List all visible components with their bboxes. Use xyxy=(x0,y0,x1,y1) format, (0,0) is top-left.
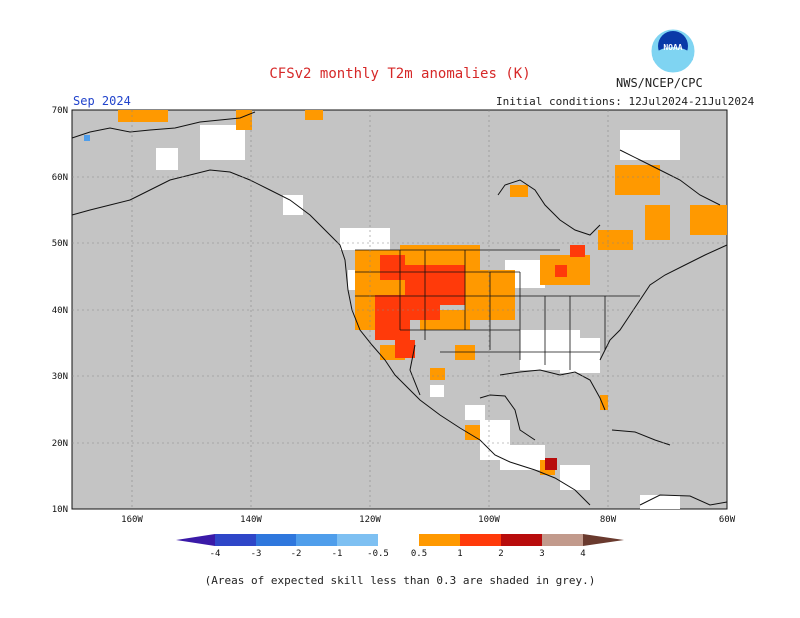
coastlines xyxy=(71,111,728,506)
lon-label: 80W xyxy=(600,515,617,525)
colorbar-segment xyxy=(215,534,256,546)
colorbar-segment xyxy=(337,534,378,546)
colorbar-segment xyxy=(296,534,337,546)
colorbar-label: -2 xyxy=(291,549,302,559)
lon-label: 160W xyxy=(121,515,143,525)
lat-label: 40N xyxy=(52,306,68,316)
colorbar-label: 0.5 xyxy=(411,549,427,559)
noaa-logo-text: NOAA xyxy=(663,43,682,52)
colorbar-label: -1 xyxy=(332,549,343,559)
colorbar-segment xyxy=(501,534,542,546)
colorbar-segment xyxy=(542,534,583,546)
colorbar-label: -4 xyxy=(210,549,221,559)
map-frame xyxy=(71,109,728,510)
lon-label: 100W xyxy=(478,515,500,525)
near-normal-regions xyxy=(156,125,680,509)
colorbar-arrow-high xyxy=(583,534,624,546)
org-label: NWS/NCEP/CPC xyxy=(616,76,703,90)
lat-labels: 70N 60N 50N 40N 30N 20N 10N xyxy=(52,106,68,515)
cold-anomaly-blue xyxy=(84,135,90,141)
colorbar-label: -0.5 xyxy=(367,549,389,559)
colorbar-label: -3 xyxy=(251,549,262,559)
chart-title: CFSv2 monthly T2m anomalies (K) xyxy=(269,66,531,82)
colorbar-segment xyxy=(419,534,460,546)
graticule xyxy=(72,110,727,509)
lon-label: 60W xyxy=(719,515,736,525)
skill-footnote: (Areas of expected skill less than 0.3 a… xyxy=(204,574,596,587)
color-bar: -4 -3 -2 -1 -0.5 0.5 1 2 3 4 xyxy=(176,534,624,559)
colorbar-segment xyxy=(460,534,501,546)
lat-label: 60N xyxy=(52,173,68,183)
noaa-logo: NOAA xyxy=(650,28,696,74)
colorbar-label: 3 xyxy=(539,549,544,559)
lat-label: 30N xyxy=(52,372,68,382)
warm-anomaly-red xyxy=(375,245,585,358)
lat-label: 20N xyxy=(52,439,68,449)
colorbar-segment xyxy=(378,534,419,546)
lon-label: 120W xyxy=(359,515,381,525)
colorbar-label: 1 xyxy=(457,549,462,559)
political-borders xyxy=(355,249,640,370)
lat-label: 10N xyxy=(52,505,68,515)
warm-anomaly-darkred xyxy=(545,458,557,470)
colorbar-label: 4 xyxy=(580,549,585,559)
colorbar-arrow-low xyxy=(176,534,215,546)
colorbar-label: 2 xyxy=(498,549,503,559)
warm-anomaly-orange xyxy=(118,110,727,475)
lat-label: 50N xyxy=(52,239,68,249)
lat-label: 70N xyxy=(52,106,68,116)
initial-conditions: Initial conditions: 12Jul2024-21Jul2024 xyxy=(496,95,755,108)
lon-label: 140W xyxy=(240,515,262,525)
colorbar-segment xyxy=(256,534,296,546)
map-background xyxy=(72,110,727,509)
forecast-month: Sep 2024 xyxy=(73,94,131,108)
lon-labels: 160W 140W 120W 100W 80W 60W xyxy=(121,515,736,525)
